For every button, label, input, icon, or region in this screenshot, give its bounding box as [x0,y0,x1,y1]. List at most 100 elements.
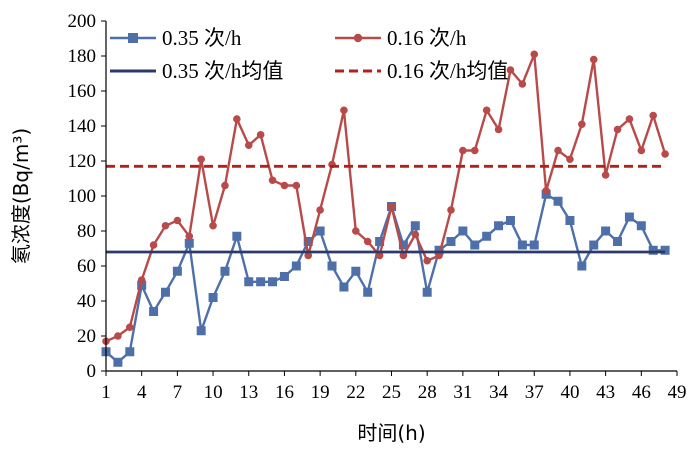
data-point-circle [268,176,277,185]
x-tick-label: 49 [668,382,687,403]
data-point-square [529,240,539,250]
x-tick-label: 13 [239,382,258,403]
data-point-circle [459,146,467,155]
data-point-square [351,266,361,276]
data-point-square [589,240,599,250]
data-point-square [648,245,658,255]
data-point-square [220,266,230,276]
y-tick-label: 20 [77,326,96,347]
y-tick-label: 60 [77,256,96,277]
data-point-square [482,231,492,241]
data-point-circle [589,55,598,64]
x-tick-label: 31 [453,382,472,403]
data-point-circle [470,146,479,155]
data-point-circle [649,111,658,120]
data-point-circle [554,146,562,155]
data-point-square [458,226,468,236]
x-tick-label: 28 [418,382,437,403]
series-035h-0-line [105,192,666,364]
data-point-square [624,212,634,222]
x-tick-label: 40 [560,382,579,403]
y-tick-label: 80 [77,221,96,242]
data-point-square [184,238,194,248]
data-point-circle [375,251,384,260]
data-point-circle [423,256,431,265]
y-tick-label: 0 [87,361,97,382]
data-point-circle [482,106,491,115]
y-tick-label: 200 [68,11,97,32]
data-point-circle [542,186,550,195]
series-016h-1-line [105,53,667,343]
data-point-circle [125,323,134,332]
x-tick-label: 10 [204,382,223,403]
x-tick-label: 16 [275,382,294,403]
legend-label: 0.35 次/h [162,26,242,50]
y-axis-title: 氡浓度(Bq/m³) [9,128,33,264]
x-tick-label: 46 [632,382,651,403]
ticks: 0 20 40 60 80 100 120 140 160 180 200 1 4 7 10 13 16 19 22… [68,11,687,403]
data-point-circle [233,115,241,123]
data-point-square [375,237,385,246]
data-point-circle [387,202,396,211]
x-tick-label: 37 [525,382,544,403]
data-point-square [434,245,444,255]
data-point-circle [578,120,586,129]
data-point-square [208,293,218,302]
x-tick-label: 43 [596,382,615,403]
data-point-circle [161,221,170,230]
data-point-circle [197,155,205,164]
data-point-square [303,237,313,246]
legend-label: 0.16 次/h [387,26,467,50]
data-point-square [470,240,480,250]
data-point-square [494,221,504,231]
data-point-circle [316,206,324,214]
data-point-square [196,326,206,336]
data-point-square [137,280,147,290]
data-point-square [113,357,123,367]
data-point-square [315,226,325,236]
data-point-circle [221,181,229,190]
data-point-square [613,237,623,246]
data-point-square [565,216,575,225]
x-tick-label: 22 [346,382,365,403]
data-point-square [244,277,254,287]
data-point-circle [292,181,301,190]
data-point-square [291,261,301,271]
data-point-circle [506,66,515,74]
y-tick-label: 120 [68,151,97,172]
data-point-circle [566,155,574,164]
data-point-circle [494,125,503,134]
data-point-square [505,216,515,225]
data-point-square [660,245,670,255]
legend-swatch-marker [353,33,363,43]
legend-label: 0.16 次/h均值 [387,59,508,83]
y-tick-label: 40 [77,291,96,312]
data-point-circle [149,241,158,249]
y-tick-label: 160 [68,81,97,102]
data-point-square [517,240,527,250]
data-point-circle [435,251,443,260]
data-point-circle [304,251,313,260]
legend-entry: 0.35 次/h [110,26,242,50]
data-point-square [553,196,563,206]
data-point-square [410,221,420,231]
data-point-circle [114,332,122,340]
y-tick-label: 140 [68,116,97,137]
data-point-circle [340,106,348,115]
data-point-square [279,272,289,281]
data-point-circle [185,232,194,241]
data-point-square [636,221,646,231]
data-point-circle [209,221,217,230]
data-point-square [398,240,408,250]
data-point-square [339,282,349,292]
legend-entry: 0.16 次/h均值 [335,59,508,83]
data-point-square [125,347,135,357]
data-point-square [422,287,432,297]
data-point-square [577,261,587,271]
legend-swatch-marker [128,33,138,43]
x-tick-label: 19 [311,382,330,403]
data-point-square [446,237,456,246]
x-axis-title: 时间(h) [357,421,425,445]
y-tick-label: 180 [68,46,97,67]
data-point-circle [280,181,289,190]
